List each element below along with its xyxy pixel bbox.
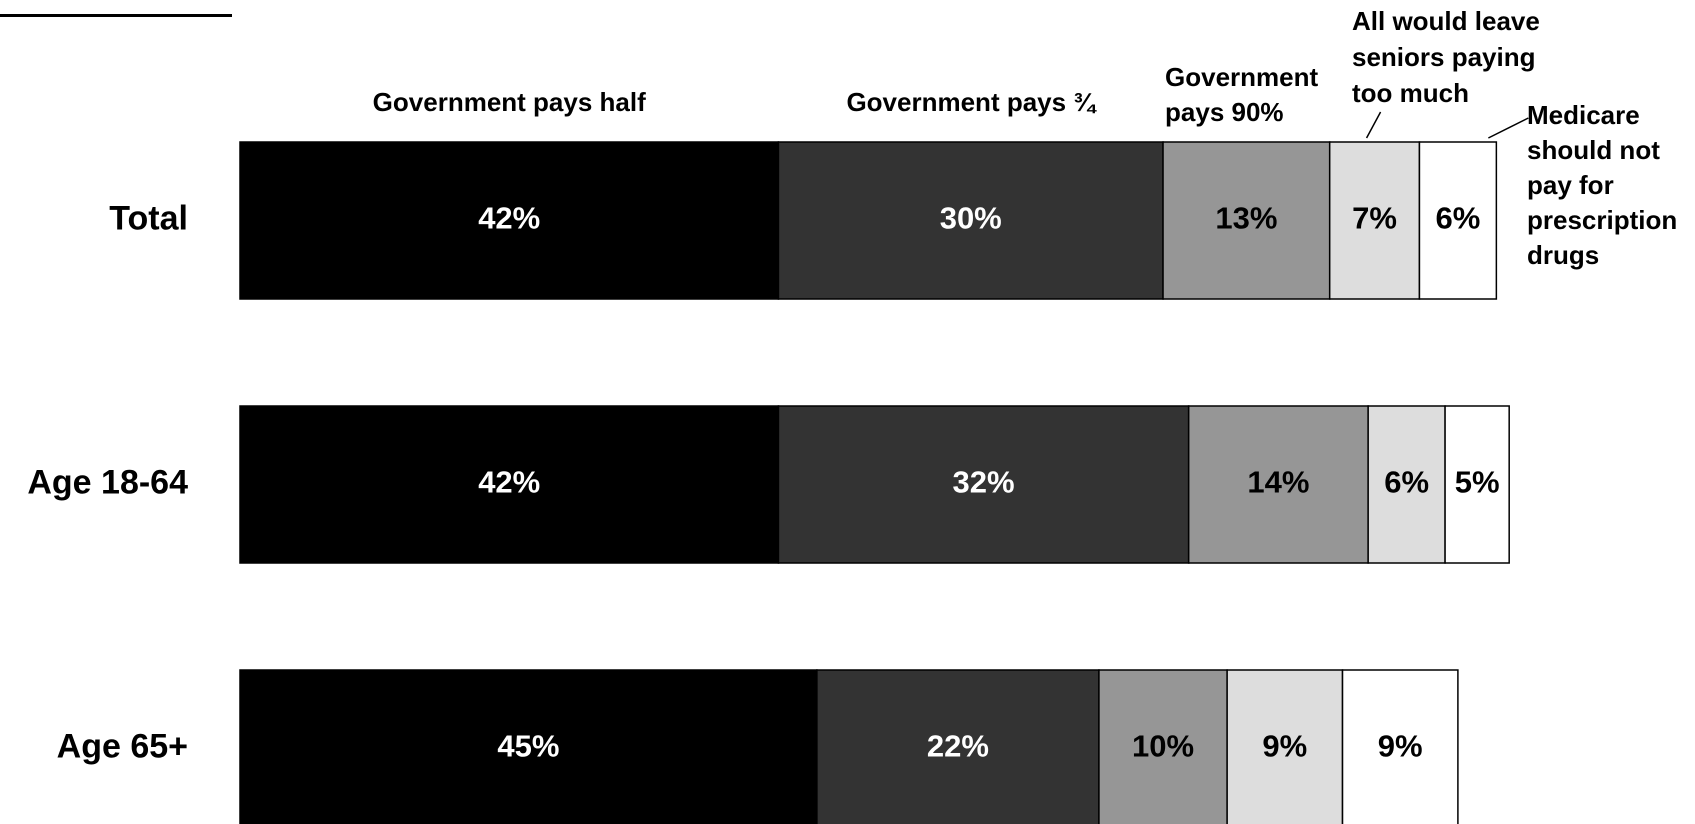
data-label: 13%: [1215, 201, 1277, 236]
bar-segment: [1226, 669, 1344, 824]
bar-segment: [777, 405, 1190, 564]
legend-label: Government pays ¾: [846, 87, 1097, 117]
bar-segment: [777, 141, 1164, 300]
bar-segment: [239, 405, 780, 564]
bars-layer: [239, 141, 1510, 824]
data-label: 30%: [940, 201, 1002, 236]
title-underline-fragment: [0, 0, 232, 17]
leader-line: [1365, 111, 1382, 139]
legend-label: All would leave seniors paying too much: [1352, 6, 1540, 108]
data-label: 42%: [478, 465, 540, 500]
data-label: 14%: [1247, 465, 1309, 500]
bar-segment: [816, 669, 1100, 824]
data-label: 5%: [1455, 465, 1500, 500]
category-label: Age 18-64: [27, 463, 188, 501]
data-label: 10%: [1132, 729, 1194, 764]
bar-segment: [1444, 405, 1510, 564]
data-label: 7%: [1352, 201, 1397, 236]
bar-segment: [1328, 141, 1421, 300]
bar-segment: [1187, 405, 1369, 564]
legend-label: Government pays half: [373, 87, 646, 117]
labels-layer: Total 42% 30% 13% 7% 6% Age 18-64 42% 32% 14% 6% 5%…: [27, 6, 1677, 765]
category-label: Total: [109, 199, 188, 237]
bar-segment: [239, 669, 818, 824]
data-label: 32%: [953, 465, 1015, 500]
category-label: Age 65+: [57, 727, 188, 765]
data-label: 6%: [1435, 201, 1480, 236]
bar-segment: [1341, 669, 1459, 824]
data-label: 42%: [478, 201, 540, 236]
legend-label: Government pays 90%: [1165, 62, 1318, 127]
data-label: 22%: [927, 729, 989, 764]
bar-segment: [1367, 405, 1446, 564]
bar-segment: [239, 141, 780, 300]
legend-label: Medicare should not pay for prescription dru…: [1527, 100, 1677, 270]
data-label: 9%: [1262, 729, 1307, 764]
bar-segment: [1418, 141, 1498, 300]
bar-segment: [1098, 669, 1228, 824]
data-label: 45%: [497, 729, 559, 764]
leader-line: [1488, 117, 1529, 139]
data-label: 9%: [1378, 729, 1423, 764]
data-label: 6%: [1384, 465, 1429, 500]
